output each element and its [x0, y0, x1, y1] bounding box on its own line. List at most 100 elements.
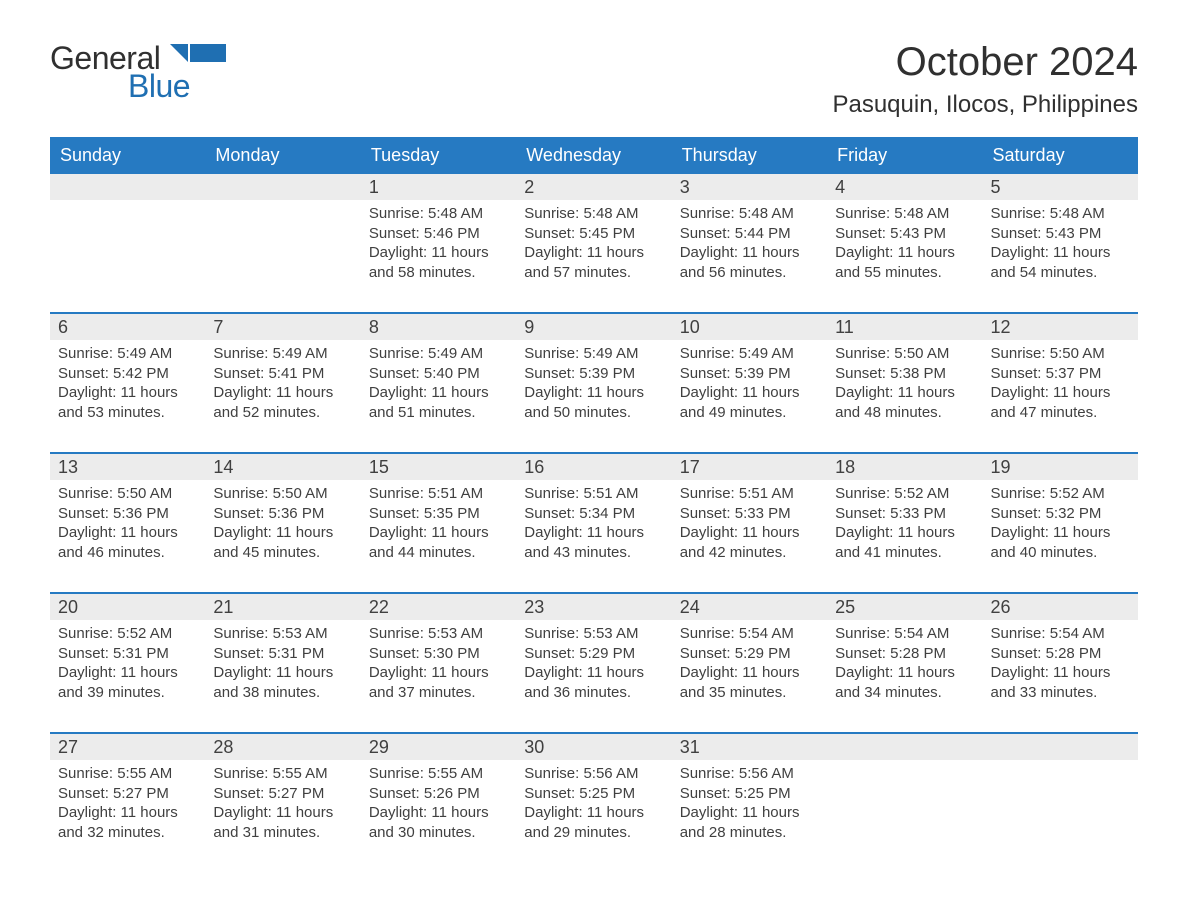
daylight-line: Daylight: 11 hours and 45 minutes.: [213, 523, 352, 562]
calendar-day-cell: 18Sunrise: 5:52 AMSunset: 5:33 PMDayligh…: [827, 454, 982, 592]
sunrise-line: Sunrise: 5:48 AM: [835, 204, 974, 224]
day-number: 19: [983, 454, 1138, 480]
day-number: 13: [50, 454, 205, 480]
day-number: 1: [361, 174, 516, 200]
day-number: 2: [516, 174, 671, 200]
sunrise-line: Sunrise: 5:48 AM: [991, 204, 1130, 224]
sunrise-line: Sunrise: 5:51 AM: [369, 484, 508, 504]
calendar-day-cell: 17Sunrise: 5:51 AMSunset: 5:33 PMDayligh…: [672, 454, 827, 592]
day-info: Sunrise: 5:48 AMSunset: 5:43 PMDaylight:…: [983, 200, 1138, 282]
sunset-line: Sunset: 5:43 PM: [991, 224, 1130, 244]
calendar-day-cell: 24Sunrise: 5:54 AMSunset: 5:29 PMDayligh…: [672, 594, 827, 732]
daylight-line: Daylight: 11 hours and 47 minutes.: [991, 383, 1130, 422]
day-number: 23: [516, 594, 671, 620]
day-info: Sunrise: 5:50 AMSunset: 5:36 PMDaylight:…: [205, 480, 360, 562]
day-number: 9: [516, 314, 671, 340]
calendar-day-cell: 11Sunrise: 5:50 AMSunset: 5:38 PMDayligh…: [827, 314, 982, 452]
daylight-line: Daylight: 11 hours and 52 minutes.: [213, 383, 352, 422]
sunset-line: Sunset: 5:28 PM: [991, 644, 1130, 664]
calendar-day-cell: [827, 734, 982, 872]
sunset-line: Sunset: 5:36 PM: [58, 504, 197, 524]
weekday-header: Friday: [827, 137, 982, 174]
sunrise-line: Sunrise: 5:49 AM: [524, 344, 663, 364]
calendar-day-cell: 20 Sunrise: 5:52 AMSunset: 5:31 PMDayligh…: [50, 594, 205, 732]
sunset-line: Sunset: 5:35 PM: [369, 504, 508, 524]
calendar-day-cell: 9Sunrise: 5:49 AMSunset: 5:39 PMDaylight…: [516, 314, 671, 452]
daylight-line: Daylight: 11 hours and 31 minutes.: [213, 803, 352, 842]
daylight-line: Daylight: 11 hours and 53 minutes.: [58, 383, 197, 422]
calendar-week: 27Sunrise: 5:55 AMSunset: 5:27 PMDayligh…: [50, 732, 1138, 872]
daylight-line: Daylight: 11 hours and 49 minutes.: [680, 383, 819, 422]
sunset-line: Sunset: 5:45 PM: [524, 224, 663, 244]
day-number: 6: [50, 314, 205, 340]
daylight-line: Daylight: 11 hours and 36 minutes.: [524, 663, 663, 702]
day-number: 14: [205, 454, 360, 480]
sunrise-line: Sunrise: 5:55 AM: [369, 764, 508, 784]
sunrise-line: Sunrise: 5:50 AM: [58, 484, 197, 504]
day-info: Sunrise: 5:48 AMSunset: 5:46 PMDaylight:…: [361, 200, 516, 282]
day-number: 21: [205, 594, 360, 620]
day-number: 15: [361, 454, 516, 480]
sunrise-line: Sunrise: 5:52 AM: [58, 624, 197, 644]
logo: General Blue: [50, 40, 160, 77]
sunset-line: Sunset: 5:33 PM: [835, 504, 974, 524]
calendar-week: 1Sunrise: 5:48 AMSunset: 5:46 PMDaylight…: [50, 174, 1138, 312]
sunrise-line: Sunrise: 5:48 AM: [680, 204, 819, 224]
sunset-line: Sunset: 5:31 PM: [213, 644, 352, 664]
day-number: 8: [361, 314, 516, 340]
sunrise-line: Sunrise: 5:48 AM: [369, 204, 508, 224]
day-number: 17: [672, 454, 827, 480]
sunset-line: Sunset: 5:43 PM: [835, 224, 974, 244]
daylight-line: Daylight: 11 hours and 35 minutes.: [680, 663, 819, 702]
day-number: 5: [983, 174, 1138, 200]
day-number: [827, 734, 982, 760]
daylight-line: Daylight: 11 hours and 57 minutes.: [524, 243, 663, 282]
sunset-line: Sunset: 5:44 PM: [680, 224, 819, 244]
daylight-line: Daylight: 11 hours and 56 minutes.: [680, 243, 819, 282]
sunset-line: Sunset: 5:34 PM: [524, 504, 663, 524]
sunrise-line: Sunrise: 5:53 AM: [524, 624, 663, 644]
day-number: 18: [827, 454, 982, 480]
calendar-day-cell: 3Sunrise: 5:48 AMSunset: 5:44 PMDaylight…: [672, 174, 827, 312]
sunrise-line: Sunrise: 5:49 AM: [58, 344, 197, 364]
header-bar: General Blue October 2024 Pasuquin, Iloc…: [50, 40, 1138, 119]
title-block: October 2024 Pasuquin, Ilocos, Philippin…: [832, 40, 1138, 119]
sunrise-line: Sunrise: 5:51 AM: [524, 484, 663, 504]
sunrise-line: Sunrise: 5:52 AM: [991, 484, 1130, 504]
day-info: Sunrise: 5:50 AMSunset: 5:36 PMDaylight:…: [50, 480, 205, 562]
day-number: 20: [50, 594, 205, 620]
daylight-line: Daylight: 11 hours and 34 minutes.: [835, 663, 974, 702]
location-subtitle: Pasuquin, Ilocos, Philippines: [832, 91, 1138, 119]
sunrise-line: Sunrise: 5:55 AM: [58, 764, 197, 784]
day-number: 29: [361, 734, 516, 760]
sunset-line: Sunset: 5:42 PM: [58, 364, 197, 384]
daylight-line: Daylight: 11 hours and 50 minutes.: [524, 383, 663, 422]
sunset-line: Sunset: 5:31 PM: [58, 644, 197, 664]
calendar-day-cell: 15Sunrise: 5:51 AMSunset: 5:35 PMDayligh…: [361, 454, 516, 592]
day-number: 4: [827, 174, 982, 200]
sunset-line: Sunset: 5:32 PM: [991, 504, 1130, 524]
calendar-day-cell: 12Sunrise: 5:50 AMSunset: 5:37 PMDayligh…: [983, 314, 1138, 452]
daylight-line: Daylight: 11 hours and 39 minutes.: [58, 663, 197, 702]
calendar-day-cell: 21Sunrise: 5:53 AMSunset: 5:31 PMDayligh…: [205, 594, 360, 732]
sunrise-line: Sunrise: 5:56 AM: [680, 764, 819, 784]
calendar-day-cell: 14Sunrise: 5:50 AMSunset: 5:36 PMDayligh…: [205, 454, 360, 592]
calendar-day-cell: 6 Sunrise: 5:49 AMSunset: 5:42 PMDaylight…: [50, 314, 205, 452]
sunset-line: Sunset: 5:38 PM: [835, 364, 974, 384]
daylight-line: Daylight: 11 hours and 55 minutes.: [835, 243, 974, 282]
daylight-line: Daylight: 11 hours and 58 minutes.: [369, 243, 508, 282]
sunset-line: Sunset: 5:41 PM: [213, 364, 352, 384]
sunrise-line: Sunrise: 5:56 AM: [524, 764, 663, 784]
sunrise-line: Sunrise: 5:54 AM: [991, 624, 1130, 644]
calendar-day-cell: 30Sunrise: 5:56 AMSunset: 5:25 PMDayligh…: [516, 734, 671, 872]
calendar-day-cell: 8Sunrise: 5:49 AMSunset: 5:40 PMDaylight…: [361, 314, 516, 452]
daylight-line: Daylight: 11 hours and 38 minutes.: [213, 663, 352, 702]
weekday-header: Wednesday: [516, 137, 671, 174]
logo-flag-icon: [170, 44, 226, 68]
day-info: Sunrise: 5:51 AMSunset: 5:33 PMDaylight:…: [672, 480, 827, 562]
daylight-line: Daylight: 11 hours and 37 minutes.: [369, 663, 508, 702]
calendar-day-cell: 23Sunrise: 5:53 AMSunset: 5:29 PMDayligh…: [516, 594, 671, 732]
sunset-line: Sunset: 5:30 PM: [369, 644, 508, 664]
sunset-line: Sunset: 5:46 PM: [369, 224, 508, 244]
day-info: Sunrise: 5:54 AMSunset: 5:29 PMDaylight:…: [672, 620, 827, 702]
